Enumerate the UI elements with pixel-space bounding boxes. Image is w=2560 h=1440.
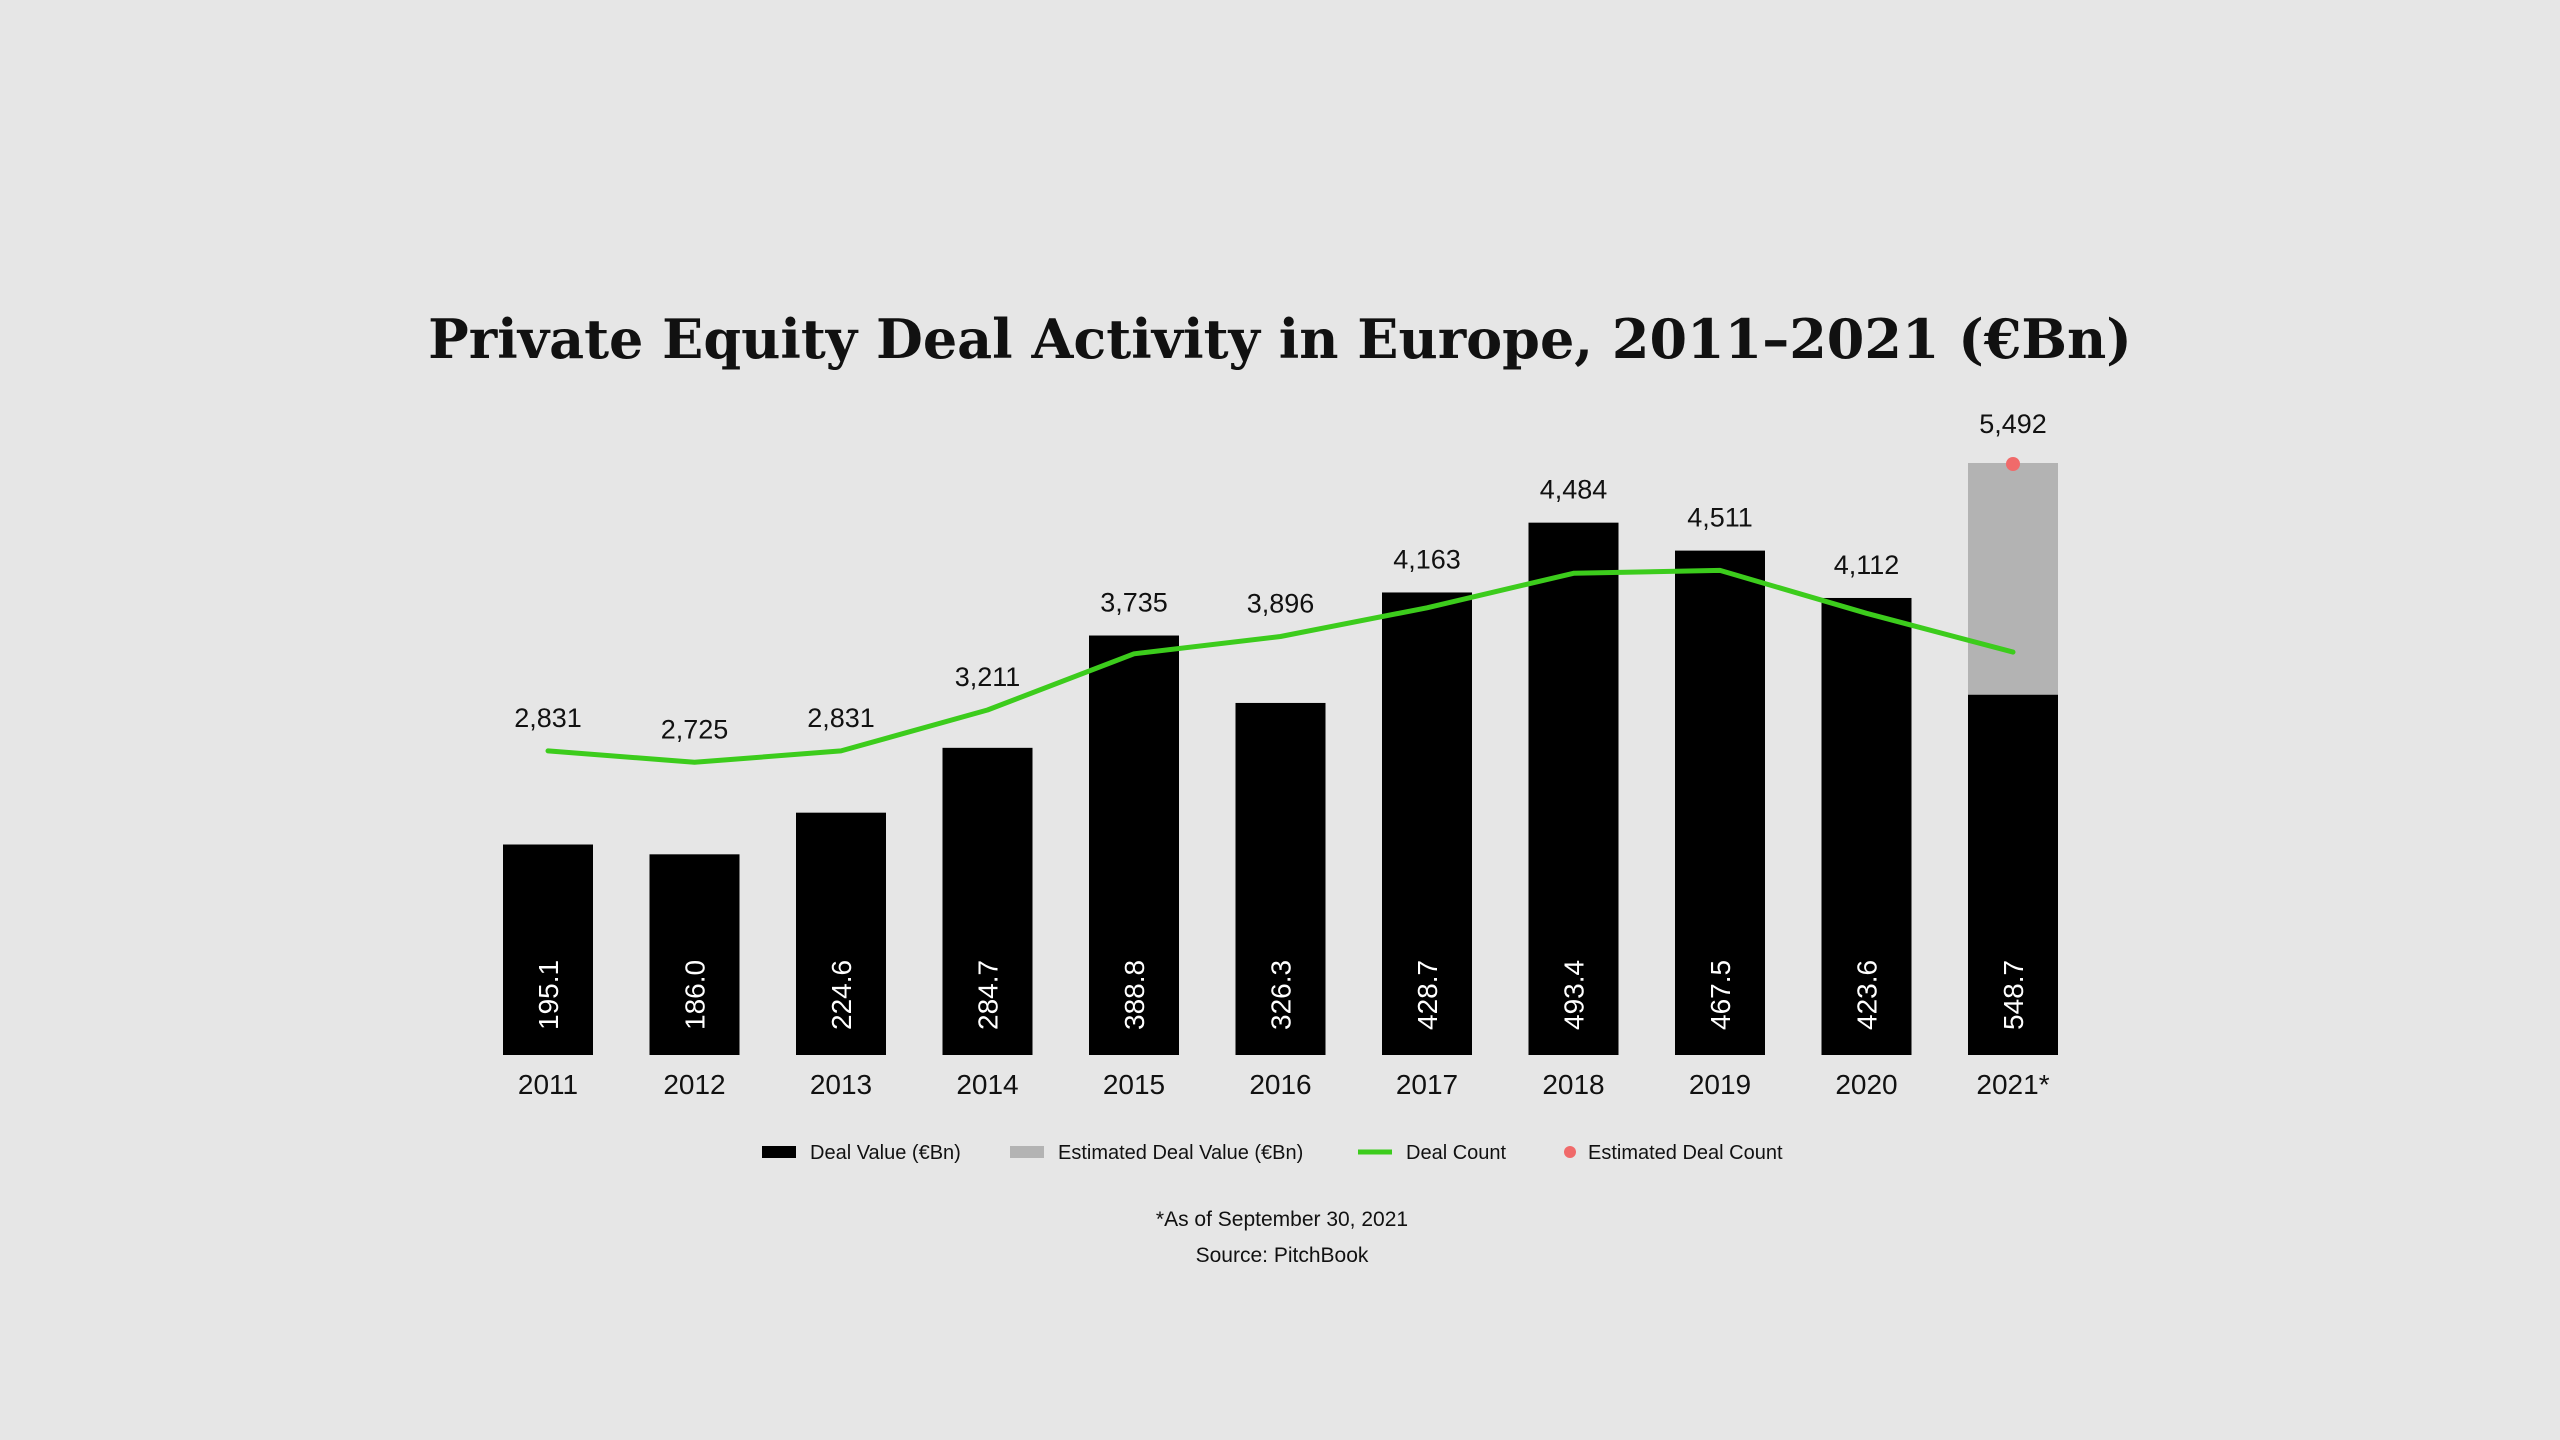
- value-label-2012: 186.0: [680, 960, 711, 1030]
- value-label-2021*: 548.7: [1998, 960, 2029, 1030]
- count-label-2016: 3,896: [1247, 588, 1315, 618]
- year-label-2020: 2020: [1835, 1069, 1897, 1100]
- bar-deal-value-2017: [1382, 592, 1472, 1055]
- legend-swatch-estimated-deal-value: [1010, 1146, 1044, 1158]
- count-label-2021*: 5,492: [1979, 409, 2047, 439]
- year-label-2019: 2019: [1689, 1069, 1751, 1100]
- year-label-2015: 2015: [1103, 1069, 1165, 1100]
- legend: Deal Value (€Bn) Estimated Deal Value (€B…: [762, 1142, 1783, 1164]
- value-label-2018: 493.4: [1559, 960, 1590, 1030]
- value-label-2017: 428.7: [1412, 960, 1443, 1030]
- count-label-2011: 2,831: [514, 703, 582, 733]
- count-label-2012: 2,725: [661, 714, 729, 744]
- value-label-2019: 467.5: [1705, 960, 1736, 1030]
- point-estimated-deal-count-2021*: [2006, 457, 2020, 471]
- bar-deal-value-2018: [1528, 522, 1619, 1055]
- bar-deal-value-2016: [1235, 702, 1326, 1055]
- chart-title: Private Equity Deal Activity in Europe, …: [428, 307, 2132, 371]
- count-label-2015: 3,735: [1100, 588, 1168, 618]
- bar-deal-value-2015: [1089, 635, 1179, 1055]
- year-label-2017: 2017: [1396, 1069, 1458, 1100]
- value-label-2016: 326.3: [1266, 960, 1297, 1030]
- bar-deal-value-2014: [942, 747, 1033, 1055]
- value-label-2013: 224.6: [826, 960, 857, 1030]
- bar-deal-value-2020: [1821, 597, 1912, 1055]
- bar-deal-value-2011: [503, 844, 593, 1055]
- year-label-2012: 2012: [663, 1069, 725, 1100]
- bar-deal-value-2012: [649, 854, 740, 1055]
- value-label-2020: 423.6: [1852, 960, 1883, 1030]
- count-labels-layer: 2,831 2,725 2,831 3,211 3,735 3,896 4,163 4,484…: [514, 409, 2047, 744]
- legend-label-deal-value: Deal Value (€Bn): [810, 1142, 961, 1164]
- count-label-2020: 4,112: [1834, 550, 1900, 580]
- bar-estimated-deal-value-2021*: [1968, 463, 2058, 695]
- bars-layer: [503, 463, 2058, 1055]
- count-label-2019: 4,511: [1687, 503, 1753, 533]
- year-label-2013: 2013: [810, 1069, 872, 1100]
- year-label-2011: 2011: [518, 1069, 578, 1100]
- source-note: Source: PitchBook: [1196, 1244, 1369, 1267]
- year-label-2014: 2014: [956, 1069, 1018, 1100]
- count-label-2014: 3,211: [955, 662, 1021, 692]
- count-label-2018: 4,484: [1540, 475, 1608, 505]
- year-label-2018: 2018: [1542, 1069, 1604, 1100]
- legend-label-deal-count: Deal Count: [1406, 1142, 1507, 1164]
- footnote: *As of September 30, 2021: [1156, 1208, 1408, 1231]
- count-label-2013: 2,831: [807, 703, 875, 733]
- value-label-2011: 195.1: [533, 960, 564, 1030]
- legend-label-estimated-deal-value: Estimated Deal Value (€Bn): [1058, 1142, 1303, 1164]
- legend-label-estimated-deal-count: Estimated Deal Count: [1588, 1142, 1783, 1164]
- bar-deal-value-2019: [1675, 550, 1765, 1055]
- line-deal-count: [545, 567, 2016, 765]
- year-label-2016: 2016: [1249, 1069, 1311, 1100]
- value-label-2014: 284.7: [973, 960, 1004, 1030]
- count-label-2017: 4,163: [1393, 544, 1461, 574]
- year-label-2021*: 2021*: [1976, 1069, 2049, 1100]
- year-labels-layer: 2011 2012 2013 2014 2015 2016 2017 2018 2019 2020…: [518, 1069, 2050, 1100]
- value-labels-layer: 195.1 186.0 224.6 284.7 388.8 326.3 428.7 493.4…: [533, 960, 2029, 1030]
- legend-swatch-deal-value: [762, 1146, 796, 1158]
- value-label-2015: 388.8: [1119, 960, 1150, 1030]
- bar-deal-value-2013: [796, 812, 886, 1055]
- legend-swatch-estimated-deal-count: [1564, 1146, 1576, 1158]
- line-layer: [545, 457, 2020, 765]
- bar-deal-value-2021*: [1968, 694, 2058, 1055]
